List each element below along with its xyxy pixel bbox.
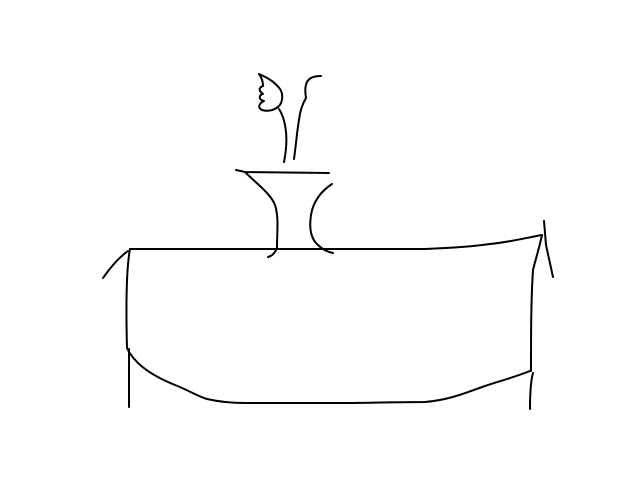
table-right-lower-leg: [529, 372, 534, 410]
vase-right-side: [309, 183, 334, 254]
vase-rim: [235, 169, 330, 174]
flower-left-stem: [278, 108, 288, 163]
flower-right-stem: [293, 75, 322, 160]
flower: [258, 73, 322, 163]
table-top-edge: [129, 234, 543, 250]
table-left-front-leg: [125, 248, 131, 349]
table-left-corner-stroke: [102, 250, 129, 279]
table: [102, 220, 554, 410]
table-bottom-edge: [126, 347, 531, 404]
table-right-front-leg: [530, 234, 543, 372]
table-right-corner-top: [543, 220, 554, 278]
flower-head: [258, 73, 284, 112]
vase: [235, 169, 334, 258]
vase-left-side: [244, 171, 279, 258]
